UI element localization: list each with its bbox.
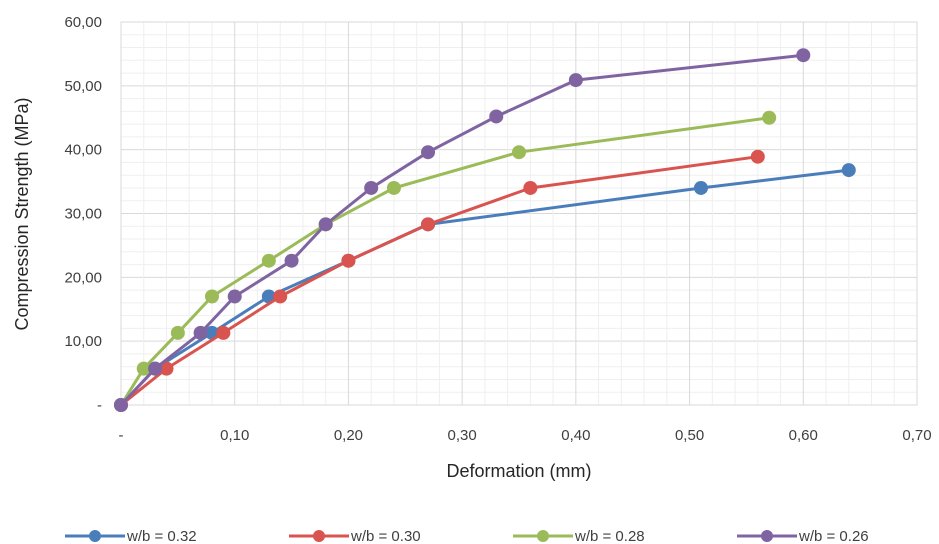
y-tick-label: 50,00	[64, 78, 102, 95]
y-tick-label: 30,00	[64, 206, 102, 223]
legend-label: w/b = 0.32	[126, 528, 197, 544]
y-tick-label: -	[97, 397, 102, 414]
legend-label: w/b = 0.28	[574, 528, 645, 544]
data-point	[318, 217, 333, 232]
x-tick-label: 0,60	[789, 427, 818, 444]
plot-area-border	[120, 21, 918, 406]
legend-swatch-marker	[313, 530, 325, 542]
series-line	[119, 116, 771, 407]
data-point	[421, 145, 436, 160]
data-point	[421, 217, 436, 232]
legend-swatch-marker	[761, 530, 773, 542]
data-point	[841, 163, 856, 178]
x-axis-ticks: - 0,10 0,20 0,30 0,40 0,50 0,60 0,70	[119, 427, 932, 444]
legend-item: w/b = 0.26	[737, 528, 869, 544]
data-point	[193, 325, 208, 340]
y-axis-ticks: - 10,00 20,00 30,00 40,00 50,00 60,00	[64, 14, 102, 414]
data-point	[796, 48, 811, 63]
data-point	[159, 361, 174, 376]
data-point	[273, 289, 288, 304]
y-tick-label: 60,00	[64, 14, 102, 31]
data-point	[693, 180, 708, 195]
data-point	[364, 180, 379, 195]
x-tick-label: 0,40	[561, 427, 590, 444]
y-tick-label: 40,00	[64, 142, 102, 159]
series	[114, 48, 811, 412]
x-tick-label: 0,10	[220, 427, 249, 444]
data-point	[148, 361, 163, 376]
legend-swatch-marker	[89, 530, 101, 542]
data-point	[568, 73, 583, 88]
data-point	[204, 289, 219, 304]
y-tick-label: 20,00	[64, 269, 102, 286]
x-tick-label: 0,70	[902, 427, 931, 444]
grid	[120, 21, 918, 406]
series-line	[119, 155, 760, 407]
data-point	[489, 109, 504, 124]
x-tick-label: 0,30	[448, 427, 477, 444]
x-tick-label: -	[119, 427, 124, 444]
data-point	[284, 253, 299, 268]
data-point	[750, 149, 765, 164]
legend: w/b = 0.32 w/b = 0.30 w/b = 0.28 w/b = 0.26	[65, 528, 869, 544]
data-point	[523, 180, 538, 195]
x-tick-label: 0,20	[334, 427, 363, 444]
legend-swatch-marker	[537, 530, 549, 542]
data-point	[170, 325, 185, 340]
data-point	[136, 361, 151, 376]
y-axis-label: Compression Strength (MPa)	[12, 97, 32, 330]
data-point	[762, 110, 777, 125]
legend-item: w/b = 0.28	[513, 528, 645, 544]
legend-item: w/b = 0.32	[65, 528, 197, 544]
legend-label: w/b = 0.26	[798, 528, 869, 544]
data-point	[216, 325, 231, 340]
data-point	[227, 289, 242, 304]
x-tick-label: 0,50	[675, 427, 704, 444]
x-axis-label: Deformation (mm)	[446, 461, 591, 481]
data-point	[341, 253, 356, 268]
legend-item: w/b = 0.30	[289, 528, 421, 544]
data-point	[261, 253, 276, 268]
data-point	[386, 180, 401, 195]
data-point	[512, 145, 526, 160]
data-point	[114, 398, 128, 412]
y-tick-label: 10,00	[64, 333, 102, 350]
legend-label: w/b = 0.30	[350, 528, 421, 544]
series-layer	[114, 48, 856, 412]
